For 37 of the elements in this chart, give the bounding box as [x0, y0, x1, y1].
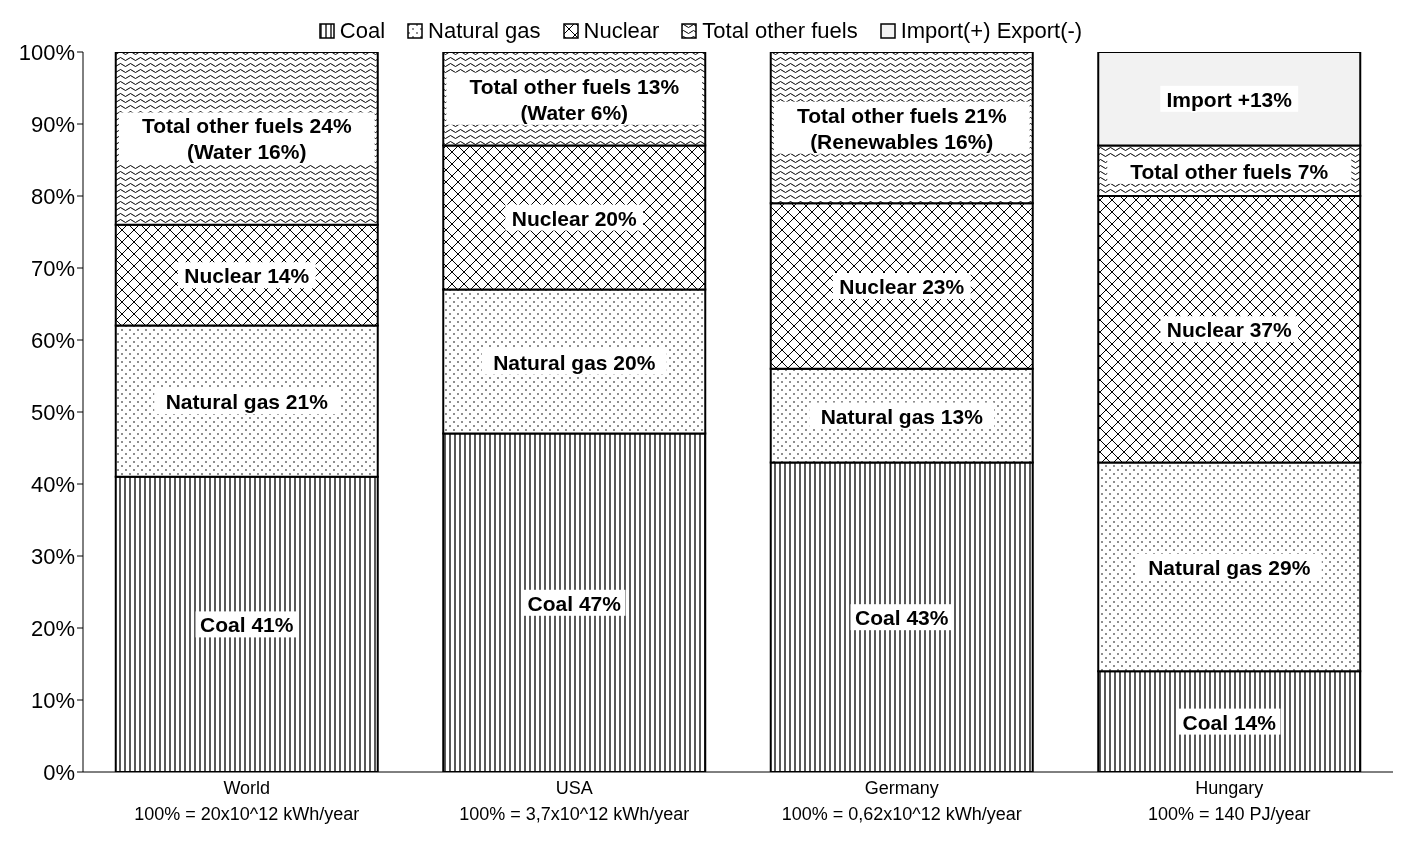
y-tick-label: 50% — [30, 399, 75, 425]
y-tick-label: 30% — [30, 543, 75, 569]
data-label: Natural gas 20% — [493, 350, 656, 374]
y-tick-label: 70% — [30, 255, 75, 281]
data-label: Total other fuels 13% (Water 6%) — [469, 74, 680, 124]
data-label: Nuclear 14% — [184, 263, 310, 287]
y-tick-label: 20% — [30, 615, 75, 641]
data-label: Total other fuels 24% (Water 16%) — [141, 113, 352, 163]
data-label: Total other fuels 21% (Renewables 16%) — [796, 103, 1007, 153]
y-tick-label: 80% — [30, 183, 75, 209]
x-tick-label: USA 100% = 3,7x10^12 kWh/year — [459, 778, 690, 824]
y-tick-label: 90% — [30, 111, 75, 137]
y-tick-label: 0% — [43, 759, 75, 785]
data-label: Nuclear 23% — [839, 274, 965, 298]
data-label: Coal 41% — [200, 612, 294, 636]
data-label: Nuclear 37% — [1166, 317, 1293, 341]
x-tick-label: Hungary 100% = 140 PJ/year — [1147, 778, 1311, 824]
data-label: Coal 43% — [855, 605, 949, 629]
y-tick-label: 100% — [18, 39, 75, 65]
legend-label: Total other fuels — [702, 18, 858, 44]
data-label: Coal 47% — [527, 591, 622, 615]
data-label: Natural gas 13% — [820, 404, 984, 428]
x-tick-label: Germany 100% = 0,62x10^12 kWh/year — [781, 778, 1022, 824]
legend-label: Natural gas — [428, 18, 541, 44]
legend-label: Nuclear — [583, 18, 660, 44]
data-label: Import +13% — [1166, 87, 1293, 111]
y-tick-label: 40% — [30, 471, 75, 497]
x-tick-label: World 100% = 20x10^12 kWh/year — [134, 778, 360, 824]
legend-label: Coal — [339, 18, 386, 44]
legend-label: Import(+) Export(-) — [900, 18, 1083, 44]
data-label: Coal 14% — [1182, 710, 1277, 734]
y-tick-label: 60% — [30, 327, 75, 353]
y-tick-label: 10% — [30, 687, 75, 713]
data-label: Natural gas 29% — [1148, 555, 1311, 579]
data-label: Natural gas 21% — [165, 389, 329, 413]
data-label: Total other fuels 7% — [1130, 159, 1329, 183]
data-label: Nuclear 20% — [511, 206, 638, 230]
